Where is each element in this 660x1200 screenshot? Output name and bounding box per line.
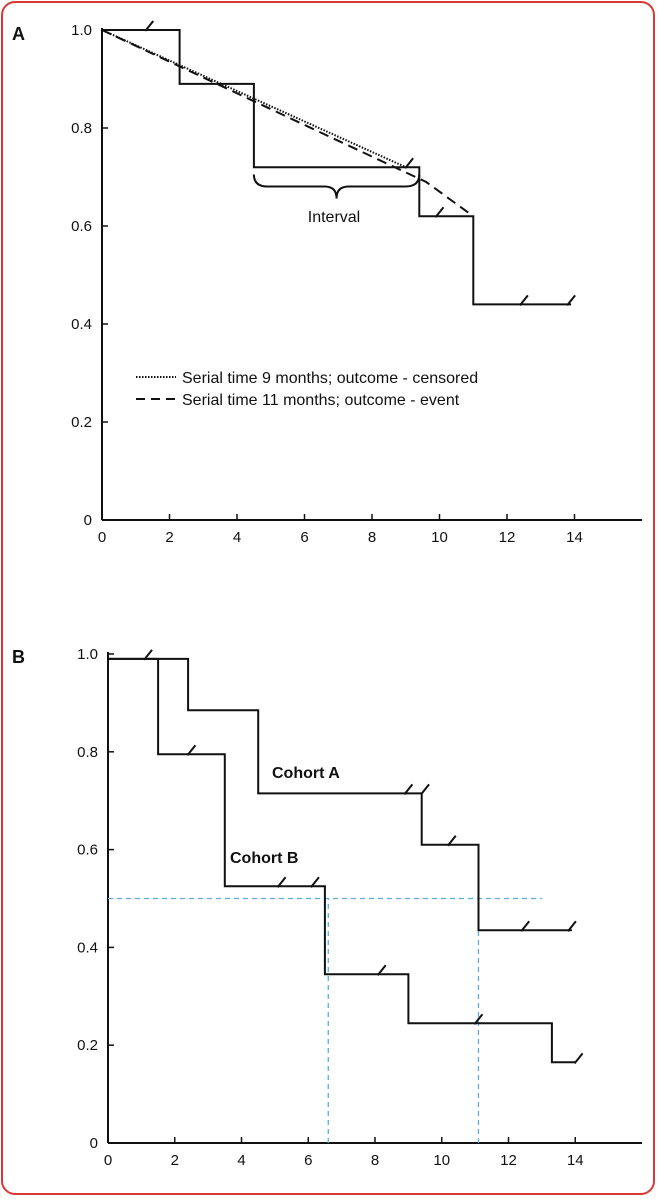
cohort-a-censor-mark <box>420 783 430 795</box>
panel-a-censor-mark <box>434 206 445 218</box>
panel-a-y-tick-label: 0.4 <box>71 316 92 333</box>
panel-a-censor-mark <box>566 294 576 307</box>
panel-b-x-tick-label: 10 <box>433 1152 450 1169</box>
cohort-b-censor-mark <box>573 1052 584 1064</box>
panel-b-x-tick-label: 8 <box>371 1152 379 1169</box>
panel-a-y-tick-label: 1.0 <box>71 22 92 39</box>
panel-a-x-tick-label: 14 <box>566 529 583 546</box>
panel-b-y-tick-label: 0.2 <box>77 1037 98 1054</box>
panel-letter-b: B <box>12 647 25 667</box>
cohort-a-censor-mark <box>446 835 457 847</box>
cohort-a-label: Cohort A <box>272 765 340 782</box>
panel-a-x-tick-label: 2 <box>165 529 173 546</box>
panel-b-x-tick-label: 12 <box>500 1152 517 1169</box>
legend-entry-censored: Serial time 9 months; outcome - censored <box>182 370 478 387</box>
panel-b-x-tick-label: 0 <box>104 1152 112 1169</box>
panel-b-x-tick-label: 6 <box>304 1152 312 1169</box>
panel-a-x-tick-label: 4 <box>233 529 241 546</box>
panel-a-y-tick-label: 0 <box>84 512 92 529</box>
panel-a-step-curve <box>102 29 572 306</box>
panel-a-censor-mark <box>144 20 155 32</box>
cohort-a-censor-mark <box>403 783 414 795</box>
panel-b-x-tick-label: 14 <box>567 1152 584 1169</box>
panel-a-y-tick-label: 0.8 <box>71 120 92 137</box>
panel-a-censor-mark <box>519 294 529 307</box>
interval-brace <box>252 174 421 199</box>
cohort-a-censor-mark <box>520 920 530 932</box>
panel-b-y-tick-label: 1.0 <box>77 646 98 663</box>
panel-b-x-tick-label: 2 <box>171 1152 179 1169</box>
cohort-b-censor-mark <box>473 1013 484 1025</box>
panel-b-y-tick-label: 0.4 <box>77 939 98 956</box>
cohort-b-censor-mark <box>310 876 320 888</box>
panel-b-y-tick-label: 0.6 <box>77 842 98 859</box>
cohort-b-censor-mark <box>376 964 387 976</box>
panel-a-y-tick-label: 0.6 <box>71 218 92 235</box>
panel-a-x-tick-label: 10 <box>431 529 448 546</box>
panel-a-y-tick-label: 0.2 <box>71 414 92 431</box>
legend-entry-event: Serial time 11 months; outcome - event <box>182 392 460 409</box>
panel-letter-a: A <box>12 24 25 44</box>
cohort-a-step-curve <box>108 657 572 932</box>
panel-a-x-tick-label: 12 <box>499 529 516 546</box>
cohort-b-label: Cohort B <box>230 850 298 867</box>
panel-a-x-tick-label: 0 <box>98 529 106 546</box>
panel-a-x-tick-label: 8 <box>368 529 376 546</box>
panel-a-x-tick-label: 6 <box>300 529 308 546</box>
panel-a-censor-mark <box>404 157 414 169</box>
cohort-b-step-curve <box>108 657 576 1064</box>
panel-b-y-tick-label: 0.8 <box>77 744 98 761</box>
cohort-b-censor-mark <box>143 649 153 661</box>
cohort-a-censor-mark <box>567 920 577 932</box>
panel-b-y-tick-label: 0 <box>90 1135 98 1152</box>
cohort-b-censor-mark <box>276 876 287 888</box>
panel-b-x-tick-label: 4 <box>237 1152 245 1169</box>
panel-a-series-event <box>101 29 474 218</box>
interval-label: Interval <box>308 209 360 226</box>
cohort-b-censor-mark <box>186 744 197 756</box>
